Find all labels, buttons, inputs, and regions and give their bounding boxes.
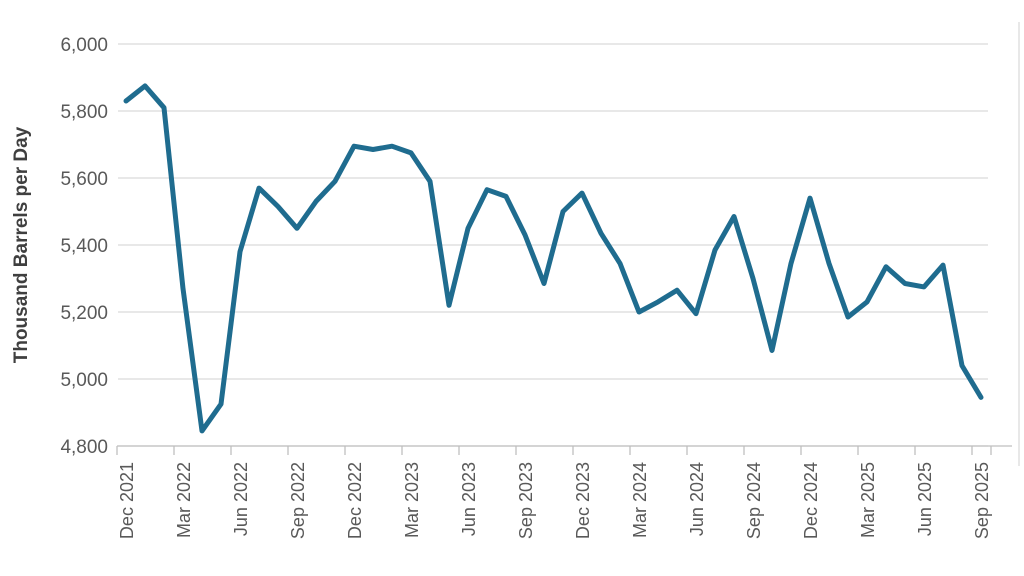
- y-tick-label: 6,000: [60, 35, 108, 56]
- y-tick-label: 5,200: [60, 303, 108, 324]
- x-tick-label: Dec 2024: [801, 462, 821, 539]
- x-tick-label: Jun 2023: [459, 462, 479, 536]
- x-tick-label: Dec 2023: [573, 462, 593, 539]
- y-tick-label: 5,000: [60, 370, 108, 391]
- x-tick-label: Sep 2024: [744, 462, 764, 539]
- x-tick-label: Mar 2022: [174, 462, 194, 538]
- y-tick-label: 4,800: [60, 437, 108, 458]
- y-axis-title: Thousand Barrels per Day: [11, 126, 32, 363]
- x-tick-label: Mar 2023: [402, 462, 422, 538]
- x-tick-label: Jun 2025: [915, 462, 935, 536]
- y-tick-label: 5,800: [60, 102, 108, 123]
- x-tick-label: Dec 2022: [345, 462, 365, 539]
- x-tick-label: Sep 2023: [516, 462, 536, 539]
- y-tick-labels: 6,000 5,800 5,600 5,400 5,200 5,000 4,800: [60, 35, 108, 458]
- x-tick-label: Mar 2024: [630, 462, 650, 538]
- x-tick-label: Jun 2024: [687, 462, 707, 536]
- y-tick-label: 5,400: [60, 236, 108, 257]
- data-line-series: [123, 83, 984, 434]
- x-tick-label: Jun 2022: [231, 462, 251, 536]
- x-tick-label: Mar 2025: [858, 462, 878, 538]
- x-tick-label: Sep 2022: [288, 462, 308, 539]
- y-tick-label: 5,600: [60, 169, 108, 190]
- x-tick-label: Dec 2021: [117, 462, 137, 539]
- x-tick-labels: Dec 2021 Mar 2022 Jun 2022 Sep 2022 Dec 2022…: [117, 462, 992, 539]
- x-tick-label: Sep 2025: [972, 462, 992, 539]
- x-axis: [116, 445, 1012, 455]
